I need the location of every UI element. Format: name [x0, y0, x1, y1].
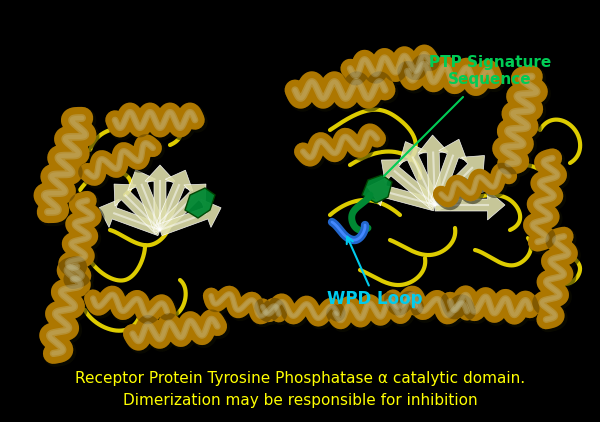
- Polygon shape: [145, 165, 175, 230]
- Polygon shape: [99, 199, 162, 235]
- Text: Dimerization may be responsible for inhibition: Dimerization may be responsible for inhi…: [122, 392, 478, 408]
- Polygon shape: [128, 170, 166, 232]
- Polygon shape: [114, 184, 164, 234]
- Polygon shape: [156, 184, 206, 234]
- Polygon shape: [367, 177, 437, 211]
- Polygon shape: [433, 171, 500, 211]
- Polygon shape: [362, 175, 392, 203]
- Text: Receptor Protein Tyrosine Phosphatase α catalytic domain.: Receptor Protein Tyrosine Phosphatase α …: [75, 371, 525, 386]
- Polygon shape: [154, 170, 193, 233]
- Text: PTP Signature
Sequence: PTP Signature Sequence: [429, 55, 551, 87]
- Text: WPD Loop: WPD Loop: [327, 290, 423, 308]
- Polygon shape: [430, 139, 467, 207]
- Polygon shape: [382, 160, 439, 210]
- Polygon shape: [431, 155, 484, 209]
- Polygon shape: [399, 141, 440, 208]
- Polygon shape: [158, 199, 221, 235]
- Polygon shape: [185, 188, 215, 218]
- Polygon shape: [418, 135, 448, 205]
- Polygon shape: [435, 190, 505, 220]
